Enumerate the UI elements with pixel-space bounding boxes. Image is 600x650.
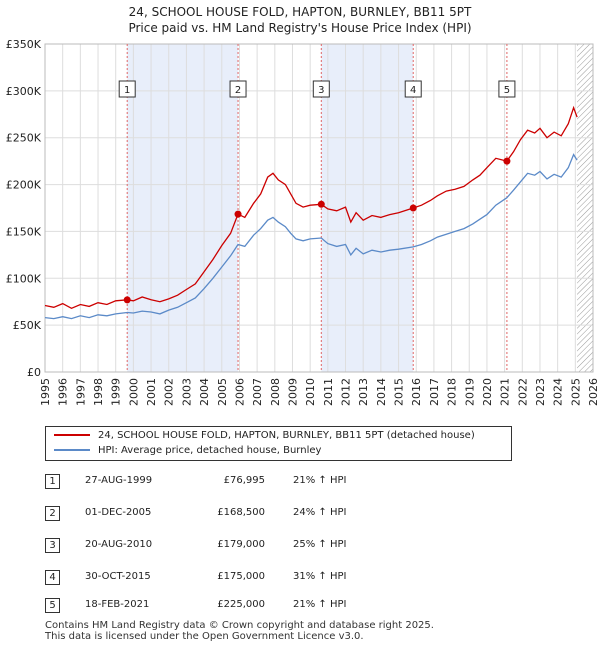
- x-tick-label: 2008: [269, 378, 282, 406]
- transaction-label: 2: [235, 85, 241, 96]
- transaction-label: 3: [318, 85, 324, 96]
- chart-subtitle: Price paid vs. HM Land Registry's House …: [128, 21, 472, 35]
- transaction-label-box: [118, 80, 136, 98]
- footer-copyright: Contains HM Land Registry data © Crown c…: [45, 620, 434, 631]
- x-tick-label: 1996: [57, 378, 70, 406]
- legend-item-property: 24, SCHOOL HOUSE FOLD, HAPTON, BURNLEY, …: [54, 429, 475, 443]
- x-tick-label: 2006: [233, 378, 246, 406]
- hpi-line: [44, 153, 578, 320]
- y-tick-label: £350K: [6, 38, 42, 51]
- y-tick-label: £100K: [6, 272, 42, 285]
- footer-license: This data is licensed under the Open Gov…: [45, 631, 364, 642]
- y-tick-label: £0: [27, 366, 41, 379]
- x-tick-label: 2015: [393, 378, 406, 406]
- y-tick-label: £250K: [6, 132, 42, 145]
- x-tick-label: 2010: [304, 378, 317, 406]
- transaction-label: 5: [504, 85, 510, 96]
- x-tick-label: 2019: [463, 378, 476, 406]
- price-chart: £0 £50K £100K £150K £200K £250K £300K £350K 1995…: [6, 38, 600, 406]
- transaction-label-box: [404, 80, 422, 98]
- x-tick-label: 2013: [357, 378, 370, 406]
- x-tick-label: 2003: [180, 378, 193, 406]
- transaction-date: 20-AUG-2010: [85, 539, 153, 550]
- transaction-label-box: [498, 80, 516, 98]
- transaction-price: £225,000: [217, 599, 265, 610]
- transaction-dot: [234, 210, 242, 218]
- transaction-row: 5 18-FEB-2021 £225,000 21% ↑ HPI: [45, 596, 565, 614]
- transaction-hpi: 24% ↑ HPI: [293, 507, 347, 518]
- transaction-label-box: [312, 80, 330, 98]
- x-tick-label: 2018: [446, 378, 459, 406]
- x-tick-label: 2020: [481, 378, 494, 406]
- transaction-row: 2 01-DEC-2005 £168,500 24% ↑ HPI: [45, 504, 565, 522]
- legend-label-property: 24, SCHOOL HOUSE FOLD, HAPTON, BURNLEY, …: [98, 430, 475, 441]
- transaction-marker: 3: [45, 538, 60, 553]
- transaction-price: £179,000: [217, 539, 265, 550]
- transaction-hpi: 25% ↑ HPI: [293, 539, 347, 550]
- x-tick-label: 1999: [110, 378, 123, 406]
- transaction-date: 27-AUG-1999: [85, 475, 153, 486]
- x-tick-label: 2026: [587, 378, 600, 406]
- y-tick-label: £150K: [6, 225, 42, 238]
- transaction-marker: 5: [45, 598, 60, 613]
- x-tick-label: 2022: [516, 378, 529, 406]
- transaction-price: £76,995: [223, 475, 265, 486]
- y-tick-label: £300K: [6, 85, 42, 98]
- y-tick-label: £50K: [13, 319, 42, 332]
- transaction-hpi: 21% ↑ HPI: [293, 599, 347, 610]
- x-tick-label: 2000: [127, 378, 140, 406]
- transaction-date: 01-DEC-2005: [85, 507, 152, 518]
- x-tick-label: 2011: [322, 378, 335, 406]
- x-tick-label: 1995: [39, 378, 52, 406]
- transaction-date: 30-OCT-2015: [85, 571, 151, 582]
- transaction-row: 1 27-AUG-1999 £76,995 21% ↑ HPI: [45, 472, 565, 490]
- x-tick-label: 2024: [552, 378, 565, 406]
- chart-title: 24, SCHOOL HOUSE FOLD, HAPTON, BURNLEY, …: [128, 5, 472, 19]
- x-tick-label: 2016: [410, 378, 423, 406]
- x-tick-label: 2001: [145, 378, 158, 406]
- transaction-label: 1: [124, 85, 130, 96]
- transaction-marker: 4: [45, 570, 60, 585]
- x-tick-label: 2012: [340, 378, 353, 406]
- x-tick-label: 2017: [428, 378, 441, 406]
- x-tick-label: 2021: [499, 378, 512, 406]
- transaction-marker: 1: [45, 474, 60, 489]
- legend-swatch-property: [54, 434, 90, 436]
- forecast-hatch: [577, 44, 593, 372]
- x-tick-label: 2014: [375, 378, 388, 406]
- legend-label-hpi: HPI: Average price, detached house, Burn…: [98, 445, 322, 456]
- transaction-row: 4 30-OCT-2015 £175,000 31% ↑ HPI: [45, 568, 565, 586]
- transaction-dot: [123, 296, 131, 304]
- ownership-span: [321, 44, 414, 372]
- x-tick-label: 2009: [286, 378, 299, 406]
- transaction-row: 3 20-AUG-2010 £179,000 25% ↑ HPI: [45, 536, 565, 554]
- x-tick-label: 1998: [92, 378, 105, 406]
- transaction-price: £168,500: [217, 507, 265, 518]
- transaction-hpi: 21% ↑ HPI: [293, 475, 347, 486]
- transaction-marker: 2: [45, 506, 60, 521]
- footer: Contains HM Land Registry data © Crown c…: [45, 620, 434, 642]
- transaction-label-box: [229, 80, 247, 98]
- x-tick-label: 2007: [251, 378, 264, 406]
- x-tick-label: 2004: [198, 378, 211, 406]
- x-tick-label: 2005: [216, 378, 229, 406]
- transaction-hpi: 31% ↑ HPI: [293, 571, 347, 582]
- transaction-price: £175,000: [217, 571, 265, 582]
- y-tick-label: £200K: [6, 179, 42, 192]
- x-tick-label: 2025: [569, 378, 582, 406]
- legend-swatch-hpi: [54, 449, 90, 451]
- legend: 24, SCHOOL HOUSE FOLD, HAPTON, BURNLEY, …: [45, 426, 512, 461]
- transaction-dot: [409, 204, 417, 212]
- legend-item-hpi: HPI: Average price, detached house, Burn…: [54, 444, 321, 458]
- x-tick-label: 2023: [534, 378, 547, 406]
- transaction-label: 4: [410, 85, 416, 96]
- plot-border: [44, 43, 594, 373]
- transaction-dot: [503, 157, 511, 165]
- transaction-dot: [317, 200, 325, 208]
- transaction-date: 18-FEB-2021: [85, 599, 150, 610]
- ownership-span: [127, 44, 239, 372]
- x-tick-label: 1997: [74, 378, 87, 406]
- x-tick-label: 2002: [163, 378, 176, 406]
